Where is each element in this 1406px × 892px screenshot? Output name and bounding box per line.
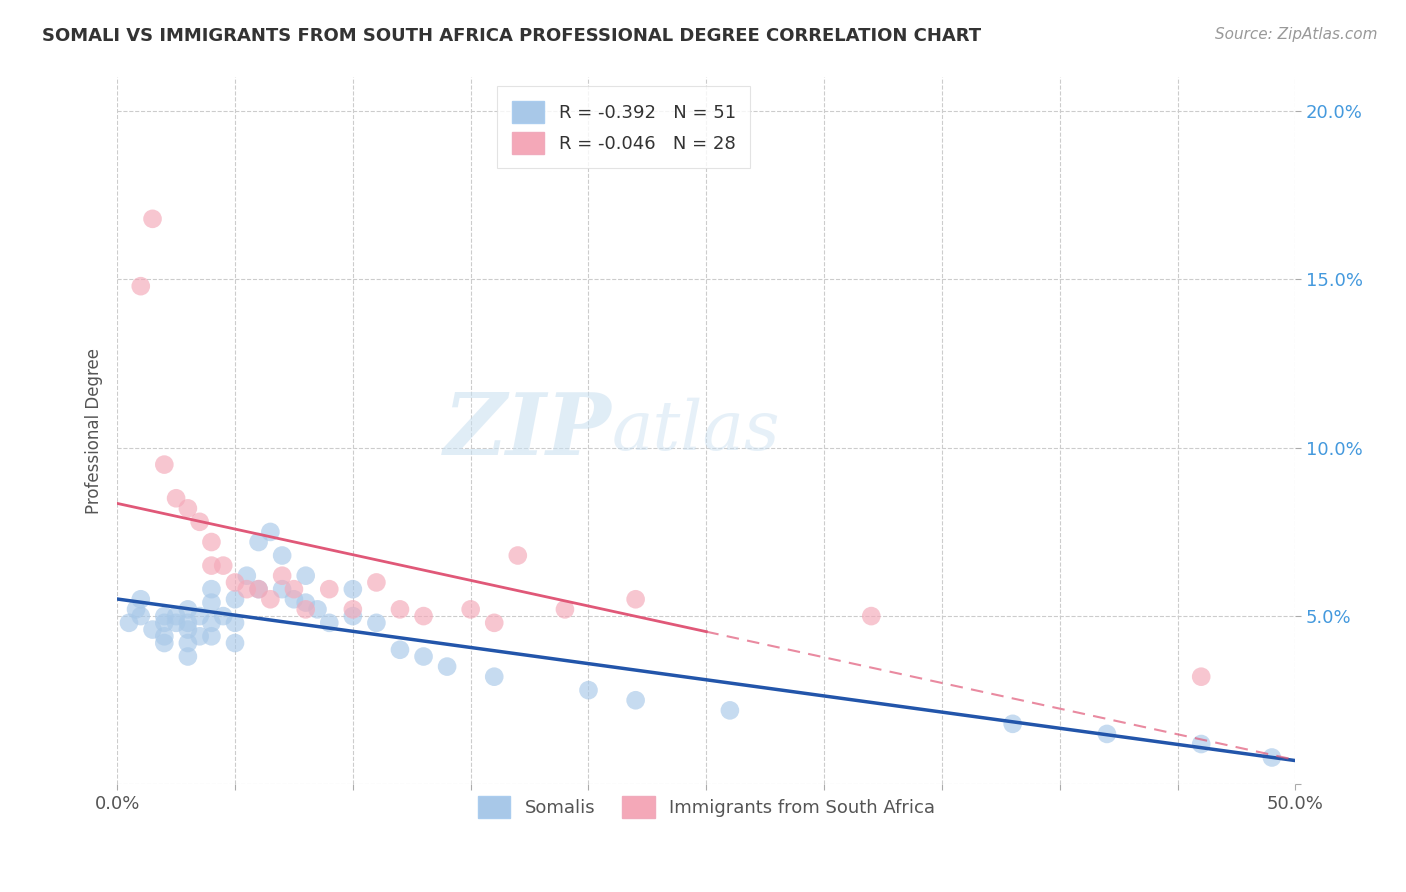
Point [388, 602, 411, 616]
Point [165, 615, 187, 630]
Point [247, 582, 270, 596]
Point [153, 458, 176, 472]
Point [165, 491, 187, 506]
Point [484, 615, 506, 630]
Point [412, 609, 434, 624]
Point [342, 609, 364, 624]
Point [236, 582, 259, 596]
Point [1001, 716, 1024, 731]
Point [366, 575, 388, 590]
Point [294, 596, 316, 610]
Point [153, 636, 176, 650]
Point [271, 582, 294, 596]
Point [860, 609, 883, 624]
Y-axis label: Professional Degree: Professional Degree [86, 348, 103, 514]
Point [460, 602, 482, 616]
Point [177, 623, 200, 637]
Text: atlas: atlas [612, 398, 780, 465]
Point [129, 592, 152, 607]
Point [271, 568, 294, 582]
Point [554, 602, 576, 616]
Point [153, 609, 176, 624]
Point [294, 602, 316, 616]
Point [259, 524, 281, 539]
Point [153, 629, 176, 643]
Point [271, 549, 294, 563]
Point [177, 602, 200, 616]
Point [153, 615, 176, 630]
Point [718, 703, 741, 717]
Point [1189, 737, 1212, 751]
Point [118, 615, 141, 630]
Point [484, 670, 506, 684]
Point [366, 615, 388, 630]
Point [224, 636, 246, 650]
Point [200, 582, 222, 596]
Point [412, 649, 434, 664]
Point [212, 609, 235, 624]
Legend: Somalis, Immigrants from South Africa: Somalis, Immigrants from South Africa [470, 789, 942, 825]
Point [436, 659, 458, 673]
Point [1189, 670, 1212, 684]
Point [129, 609, 152, 624]
Text: ZIP: ZIP [444, 389, 612, 473]
Point [247, 582, 270, 596]
Point [624, 592, 647, 607]
Point [388, 642, 411, 657]
Point [200, 558, 222, 573]
Point [200, 535, 222, 549]
Point [294, 568, 316, 582]
Point [224, 615, 246, 630]
Point [236, 568, 259, 582]
Point [624, 693, 647, 707]
Point [224, 592, 246, 607]
Text: Source: ZipAtlas.com: Source: ZipAtlas.com [1215, 27, 1378, 42]
Point [188, 629, 211, 643]
Point [141, 623, 163, 637]
Point [200, 596, 222, 610]
Point [283, 582, 305, 596]
Point [1095, 727, 1118, 741]
Point [307, 602, 329, 616]
Point [212, 558, 235, 573]
Point [200, 629, 222, 643]
Point [200, 615, 222, 630]
Point [177, 649, 200, 664]
Point [342, 602, 364, 616]
Point [141, 211, 163, 226]
Point [506, 549, 529, 563]
Point [188, 609, 211, 624]
Point [188, 515, 211, 529]
Point [283, 592, 305, 607]
Point [318, 582, 340, 596]
Point [1261, 750, 1284, 764]
Point [342, 582, 364, 596]
Point [177, 615, 200, 630]
Point [259, 592, 281, 607]
Text: SOMALI VS IMMIGRANTS FROM SOUTH AFRICA PROFESSIONAL DEGREE CORRELATION CHART: SOMALI VS IMMIGRANTS FROM SOUTH AFRICA P… [42, 27, 981, 45]
Point [318, 615, 340, 630]
Point [578, 683, 600, 698]
Point [177, 636, 200, 650]
Point [165, 609, 187, 624]
Point [129, 279, 152, 293]
Point [224, 575, 246, 590]
Point [125, 602, 148, 616]
Point [177, 501, 200, 516]
Point [247, 535, 270, 549]
